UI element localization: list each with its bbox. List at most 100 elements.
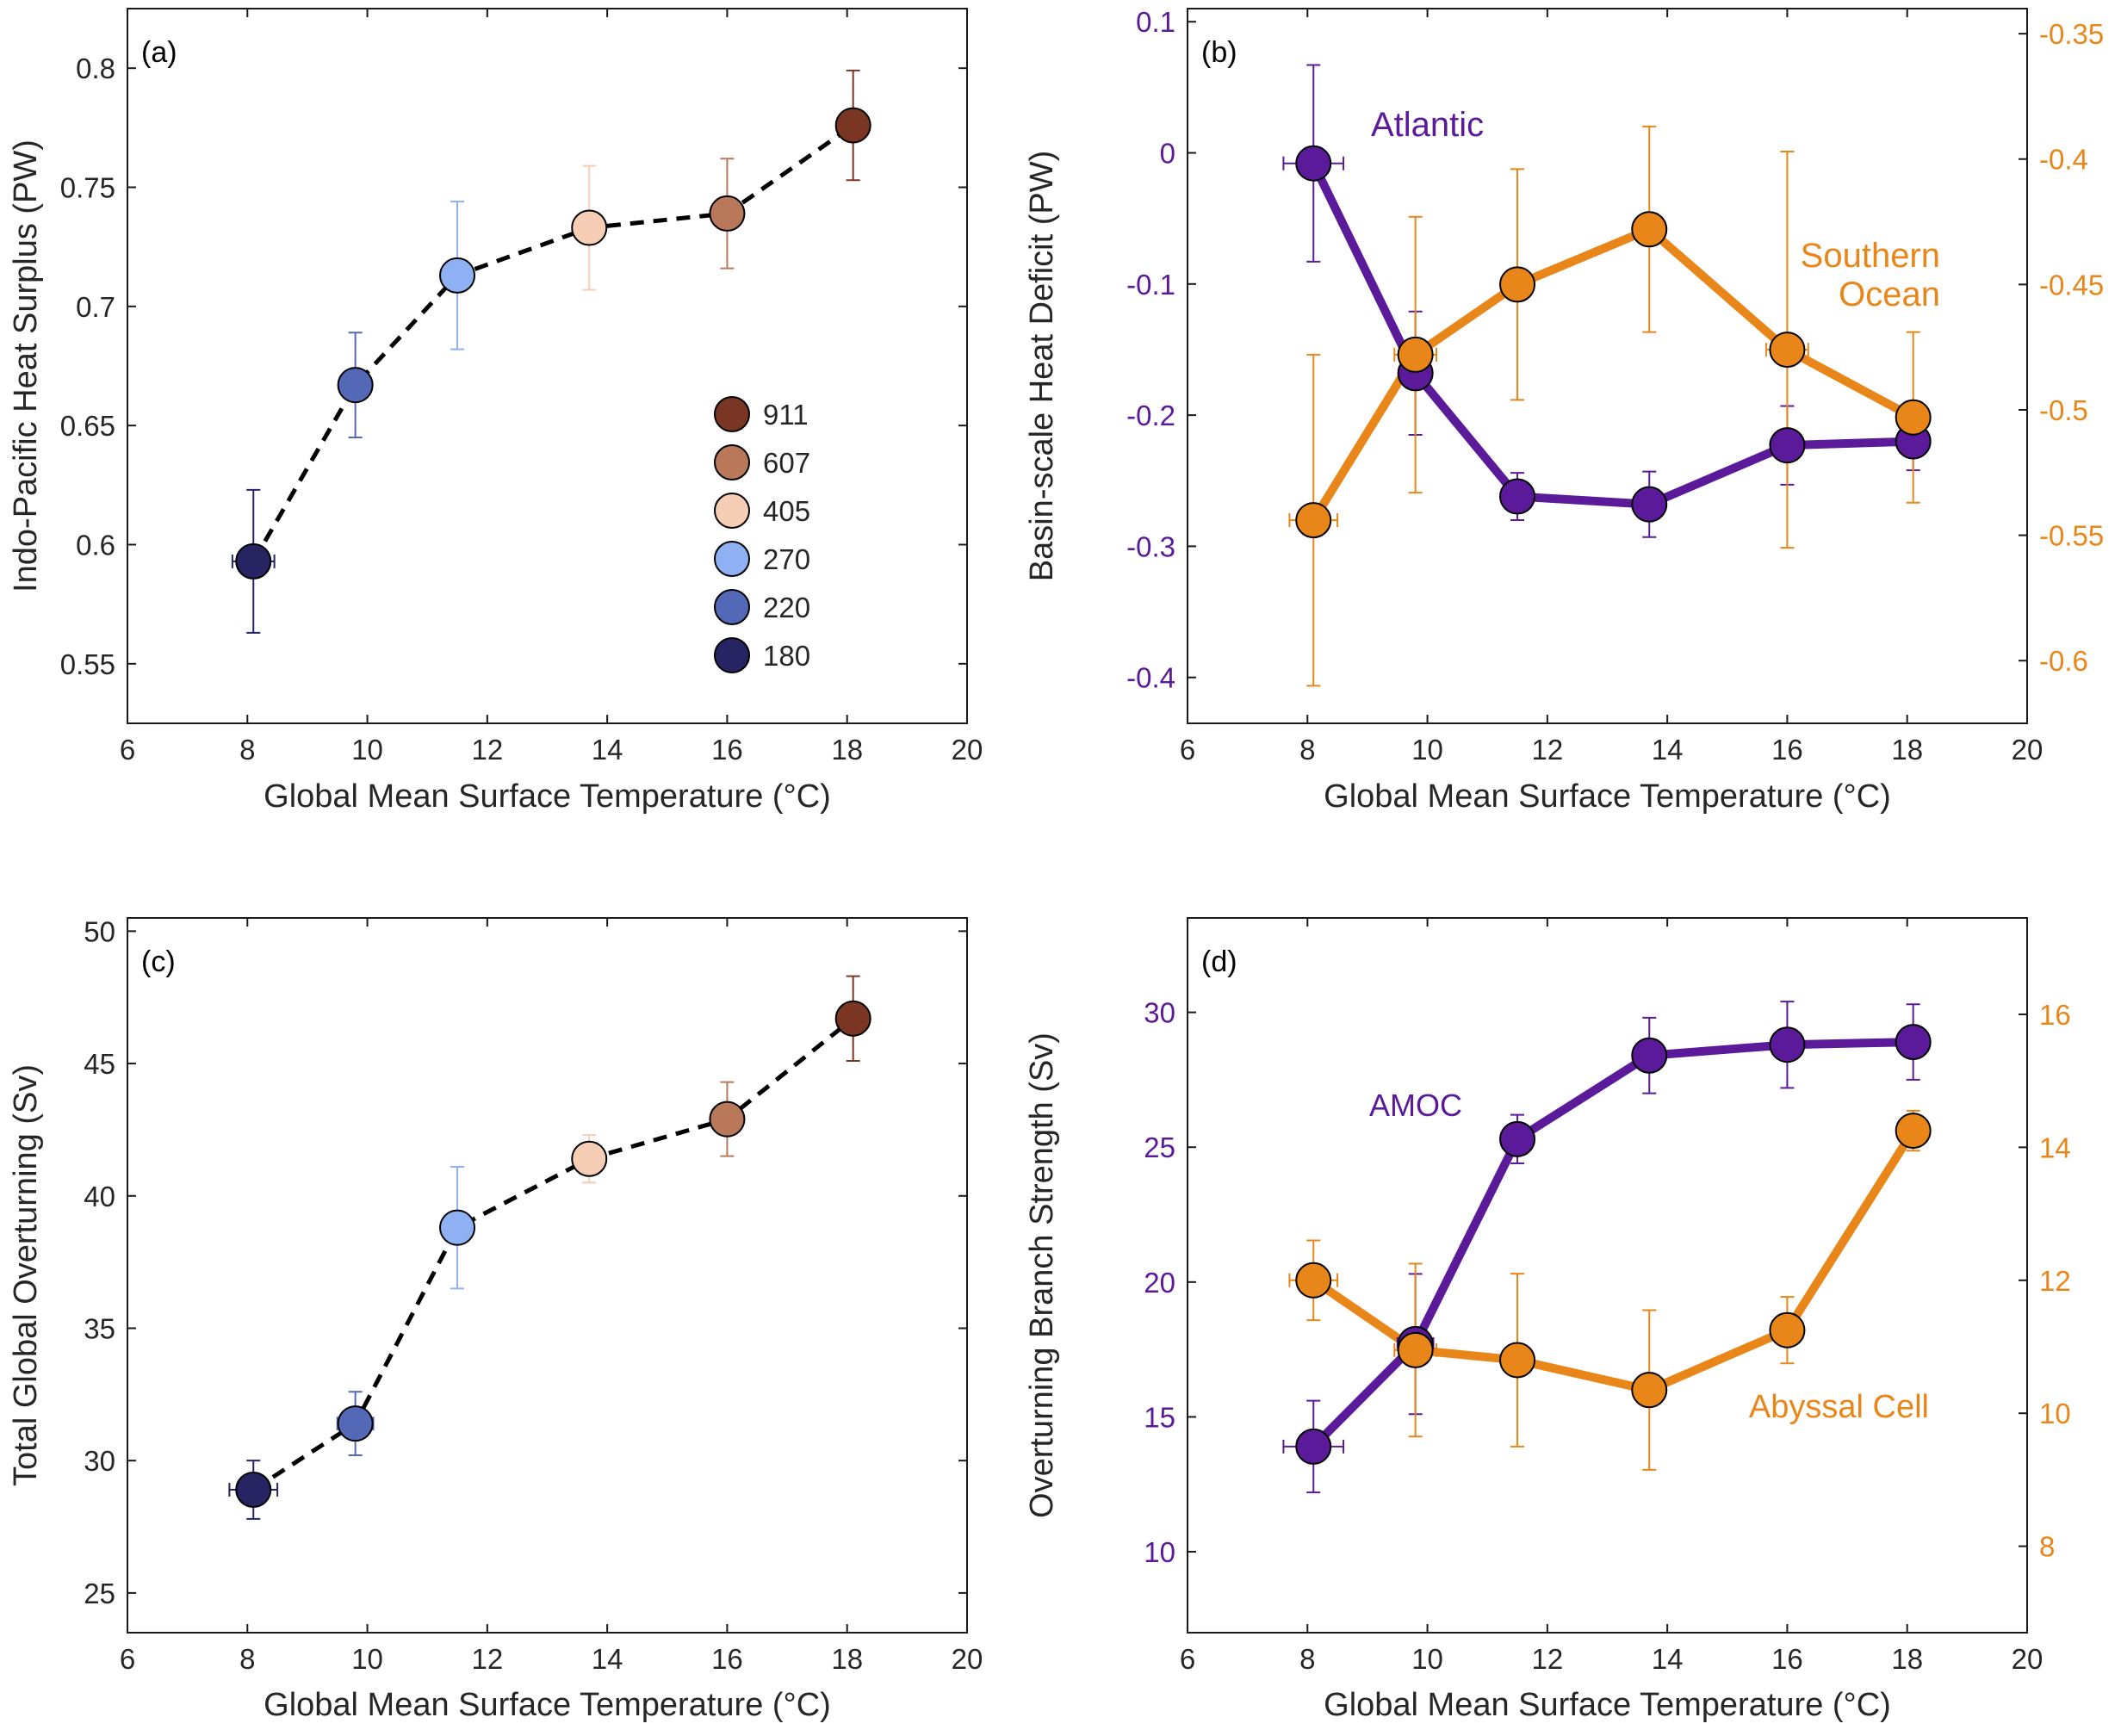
legend-label: 405 <box>763 495 810 527</box>
x-tick-label: 6 <box>1180 734 1195 766</box>
data-point <box>235 542 272 580</box>
x-tick-label: 8 <box>1299 1643 1315 1675</box>
plot-frame <box>127 8 968 724</box>
data-point <box>1295 1428 1332 1465</box>
data-point <box>1631 486 1668 523</box>
legend-marker <box>714 396 750 432</box>
x-tick-label: 20 <box>2012 734 2043 766</box>
y-tick-label: 0.6 <box>76 530 115 561</box>
x-tick-label: 18 <box>1891 734 1923 766</box>
x-tick-label: 20 <box>952 734 983 766</box>
x-tick-label: 18 <box>831 1643 863 1675</box>
y2-tick-label: 16 <box>2039 999 2071 1031</box>
panel-label: (d) <box>1201 946 1237 978</box>
legend-marker <box>714 589 750 625</box>
plot-frame <box>1187 8 2028 724</box>
data-point <box>1499 266 1536 303</box>
y2-tick-label: 10 <box>2039 1398 2071 1429</box>
data-point <box>709 1100 746 1138</box>
y2-tick-label: -0.35 <box>2039 18 2104 50</box>
y-tick-label: -0.4 <box>1126 662 1175 694</box>
x-tick-label: 16 <box>711 734 743 766</box>
data-point <box>571 1140 608 1177</box>
legend-label: 607 <box>763 447 810 479</box>
x-tick-label: 12 <box>1531 1643 1563 1675</box>
data-point <box>235 1472 272 1508</box>
data-point <box>1631 1037 1668 1074</box>
data-point <box>337 367 374 404</box>
data-point <box>439 257 476 294</box>
data-point <box>1631 211 1668 248</box>
data-point <box>1397 1331 1434 1368</box>
dashed-trend-line <box>251 1016 855 1492</box>
x-tick-label: 20 <box>2012 1643 2043 1675</box>
x-tick-label: 12 <box>471 734 503 766</box>
data-point <box>1631 1372 1668 1409</box>
legend-marker <box>714 444 750 480</box>
x-tick-label: 12 <box>1531 734 1563 766</box>
x-axis-label: Global Mean Surface Temperature (°C) <box>264 1687 831 1723</box>
y-tick-label: 15 <box>1144 1401 1175 1433</box>
y-axis-label: Basin-scale Heat Deficit (PW) <box>1024 151 1060 581</box>
x-tick-label: 14 <box>1652 734 1684 766</box>
x-tick-label: 14 <box>592 734 623 766</box>
x-axis-label: Global Mean Surface Temperature (°C) <box>1324 1687 1891 1723</box>
series-label-abyssal-cell: Abyssal Cell <box>1749 1389 1929 1425</box>
x-tick-label: 16 <box>1771 1643 1803 1675</box>
data-point <box>1499 1120 1536 1157</box>
x-tick-label: 14 <box>592 1643 623 1675</box>
legend-label: 911 <box>763 399 809 431</box>
x-tick-label: 18 <box>831 734 863 766</box>
y-tick-label: 0 <box>1160 138 1175 170</box>
data-point <box>439 1209 476 1246</box>
y-tick-label: 25 <box>84 1578 115 1609</box>
y-axis-label: Overturning Branch Strength (Sv) <box>1024 1032 1060 1518</box>
plot-frame <box>1187 917 2028 1634</box>
x-tick-label: 16 <box>711 1643 743 1675</box>
data-point <box>1499 1342 1536 1379</box>
x-tick-label: 10 <box>351 734 383 766</box>
y-tick-label: 20 <box>1144 1267 1175 1299</box>
data-point <box>1895 1113 1932 1150</box>
y-tick-label: 30 <box>84 1445 115 1477</box>
series-label-southern-ocean-line2: Ocean <box>1839 276 1940 313</box>
x-tick-label: 8 <box>1299 734 1315 766</box>
series-label-atlantic: Atlantic <box>1371 106 1484 144</box>
data-point <box>571 209 608 246</box>
x-axis-label: Global Mean Surface Temperature (°C) <box>264 778 831 815</box>
y-tick-label: 25 <box>1144 1132 1175 1163</box>
y-tick-label: 30 <box>1144 997 1175 1029</box>
y-tick-label: 40 <box>84 1181 115 1212</box>
legend: 911 607 405 270 220 180 <box>714 396 810 673</box>
y-tick-label: 35 <box>84 1312 115 1344</box>
data-point <box>1295 1262 1332 1299</box>
x-tick-label: 20 <box>952 1643 983 1675</box>
series-line <box>1310 1038 1913 1450</box>
legend-label: 270 <box>763 543 810 575</box>
y2-tick-label: -0.45 <box>2039 269 2104 301</box>
legend-label: 180 <box>763 640 810 672</box>
panel-label: (a) <box>141 36 177 69</box>
y-tick-label: -0.1 <box>1126 269 1175 301</box>
panel-label: (b) <box>1201 36 1237 69</box>
y-tick-label: 0.75 <box>60 172 115 204</box>
y-axis-label: Total Global Overturning (Sv) <box>8 1064 44 1486</box>
y2-tick-label: -0.4 <box>2039 144 2088 176</box>
x-tick-label: 10 <box>1411 1643 1443 1675</box>
y-tick-label: 0.65 <box>60 410 115 442</box>
y-tick-label: 0.7 <box>76 291 115 323</box>
x-tick-label: 10 <box>351 1643 383 1675</box>
data-point <box>1769 1026 1806 1063</box>
data-point <box>709 195 746 232</box>
series-label-southern-ocean-line1: Southern <box>1801 237 1940 275</box>
data-point <box>1295 502 1332 539</box>
legend-label: 220 <box>763 592 810 623</box>
data-point <box>834 107 871 144</box>
x-tick-label: 8 <box>239 1643 255 1675</box>
x-tick-label: 8 <box>239 734 255 766</box>
y-tick-label: 0.55 <box>60 648 115 680</box>
legend-marker <box>714 541 750 577</box>
series-label-amoc: AMOC <box>1369 1088 1462 1123</box>
